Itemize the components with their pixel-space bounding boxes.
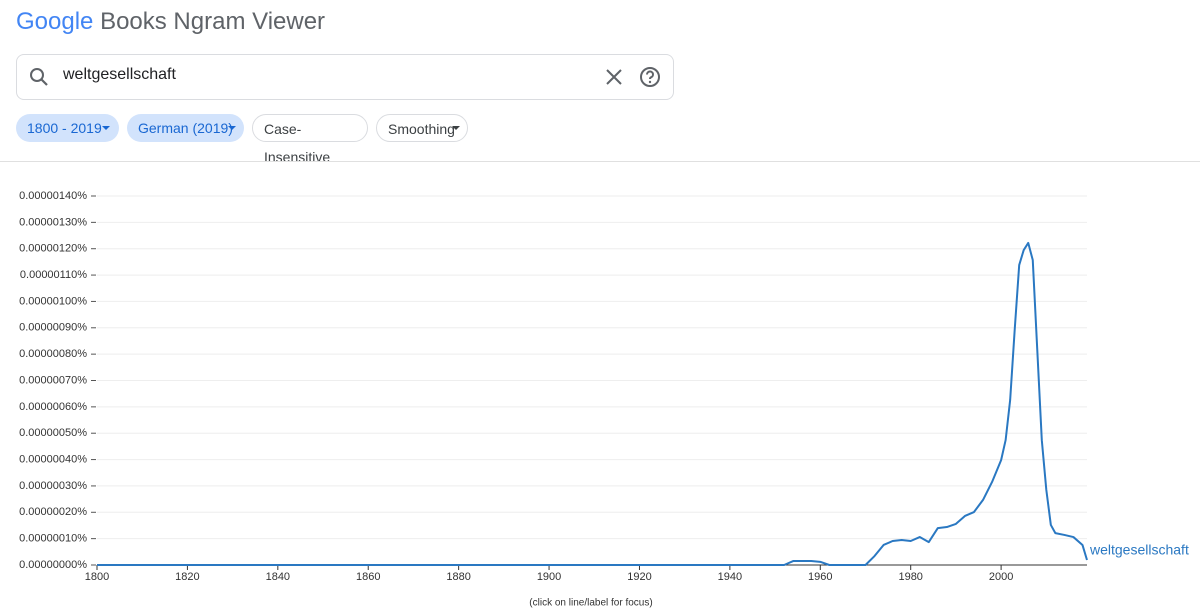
- y-tick-label: 0.00000050%: [19, 427, 87, 439]
- y-tick-label: 0.00000040%: [19, 453, 87, 465]
- x-tick-label: 1980: [898, 571, 922, 583]
- y-tick-label: 0.00000140%: [19, 190, 87, 202]
- x-tick-label: 1880: [446, 571, 470, 583]
- logo-title: Books Ngram Viewer: [100, 8, 326, 35]
- date-chip[interactable]: 1800 - 2019: [16, 114, 119, 142]
- series-line: [97, 241, 1088, 566]
- chip-label: Case-Insensitive: [264, 121, 331, 165]
- x-tick-label: 2000: [989, 571, 1013, 583]
- y-tick-label: 0.00000130%: [19, 216, 87, 228]
- clear-icon[interactable]: [603, 66, 625, 88]
- x-tick-label: 1860: [356, 571, 380, 583]
- divider: [0, 161, 1200, 162]
- x-tick-label: 1820: [175, 571, 199, 583]
- series-label[interactable]: weltgesellschaft: [1089, 542, 1189, 558]
- x-tick-label: 1940: [718, 571, 742, 583]
- logo-google: Google: [16, 8, 94, 35]
- search-box[interactable]: [16, 54, 674, 100]
- case-chip[interactable]: Case-Insensitive: [252, 114, 368, 165]
- y-tick-label: 0.00000100%: [19, 295, 87, 307]
- x-tick-label: 1840: [266, 571, 290, 583]
- chip-label: Smoothing: [388, 121, 455, 137]
- smoothing-chip[interactable]: Smoothing: [376, 114, 468, 142]
- corpus-chip[interactable]: German (2019): [127, 114, 244, 142]
- chart-note: (click on line/label for focus): [529, 598, 652, 609]
- help-icon[interactable]: [638, 65, 662, 89]
- chip-label: 1800 - 2019: [27, 120, 102, 136]
- y-tick-label: 0.00000000%: [19, 559, 87, 571]
- search-query[interactable]: weltgesellschaft: [63, 66, 176, 83]
- y-tick-label: 0.00000090%: [19, 322, 87, 334]
- x-tick-label: 1800: [85, 571, 109, 583]
- x-tick-label: 1960: [808, 571, 832, 583]
- y-tick-label: 0.00000110%: [20, 269, 87, 281]
- y-tick-label: 0.00000120%: [19, 243, 87, 255]
- logo: Google Books Ngram Viewer: [16, 8, 325, 36]
- y-tick-label: 0.00000080%: [19, 348, 87, 360]
- y-tick-label: 0.00000010%: [19, 533, 87, 545]
- y-tick-label: 0.00000060%: [19, 401, 87, 413]
- x-tick-label: 1900: [537, 571, 561, 583]
- y-tick-label: 0.00000070%: [19, 374, 87, 386]
- x-tick-label: 1920: [627, 571, 651, 583]
- search-icon: [30, 68, 48, 86]
- y-tick-label: 0.00000020%: [19, 506, 87, 518]
- chart: (click on line/label for focus) 0.000000…: [19, 190, 1189, 609]
- chip-label: German (2019): [138, 120, 233, 136]
- y-tick-label: 0.00000030%: [19, 480, 87, 492]
